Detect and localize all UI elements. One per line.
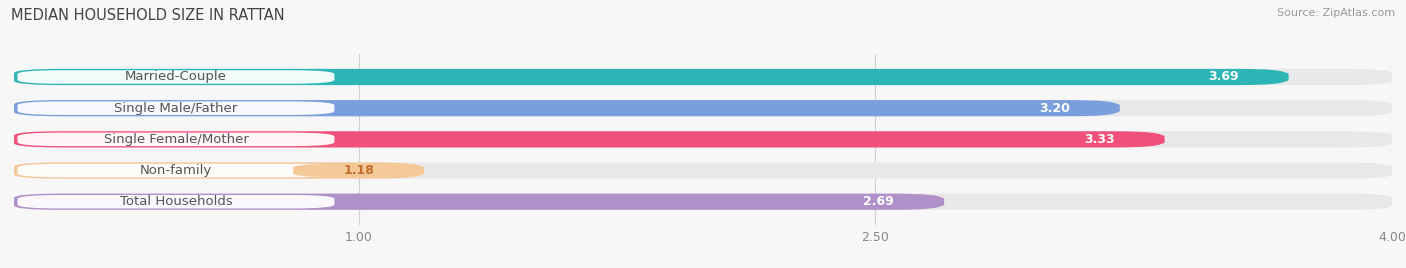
FancyBboxPatch shape [292, 164, 425, 177]
FancyBboxPatch shape [14, 69, 1285, 85]
Text: 1.18: 1.18 [343, 164, 374, 177]
FancyBboxPatch shape [1033, 133, 1164, 146]
Text: 2.69: 2.69 [863, 195, 894, 208]
FancyBboxPatch shape [17, 164, 335, 177]
FancyBboxPatch shape [14, 100, 1392, 116]
FancyBboxPatch shape [988, 102, 1119, 115]
Text: Married-Couple: Married-Couple [125, 70, 226, 84]
FancyBboxPatch shape [813, 195, 945, 208]
FancyBboxPatch shape [17, 195, 335, 209]
Text: 3.20: 3.20 [1039, 102, 1070, 115]
Text: Single Male/Father: Single Male/Father [114, 102, 238, 115]
Text: 3.69: 3.69 [1208, 70, 1239, 84]
FancyBboxPatch shape [14, 162, 420, 179]
FancyBboxPatch shape [17, 133, 335, 146]
FancyBboxPatch shape [14, 100, 1116, 116]
FancyBboxPatch shape [14, 193, 1392, 210]
FancyBboxPatch shape [14, 193, 941, 210]
Text: Single Female/Mother: Single Female/Mother [104, 133, 249, 146]
Text: 3.33: 3.33 [1084, 133, 1115, 146]
Text: Total Households: Total Households [120, 195, 232, 208]
FancyBboxPatch shape [14, 131, 1392, 147]
FancyBboxPatch shape [14, 162, 1392, 179]
FancyBboxPatch shape [17, 70, 335, 84]
FancyBboxPatch shape [1157, 70, 1288, 83]
FancyBboxPatch shape [14, 69, 1392, 85]
Text: Source: ZipAtlas.com: Source: ZipAtlas.com [1277, 8, 1395, 18]
FancyBboxPatch shape [14, 131, 1161, 147]
Text: MEDIAN HOUSEHOLD SIZE IN RATTAN: MEDIAN HOUSEHOLD SIZE IN RATTAN [11, 8, 285, 23]
Text: Non-family: Non-family [139, 164, 212, 177]
FancyBboxPatch shape [17, 101, 335, 115]
